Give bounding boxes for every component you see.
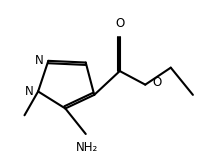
Text: O: O [115, 17, 124, 30]
Text: N: N [35, 54, 43, 67]
Text: NH₂: NH₂ [76, 141, 99, 154]
Text: O: O [152, 76, 161, 89]
Text: N: N [24, 85, 33, 98]
